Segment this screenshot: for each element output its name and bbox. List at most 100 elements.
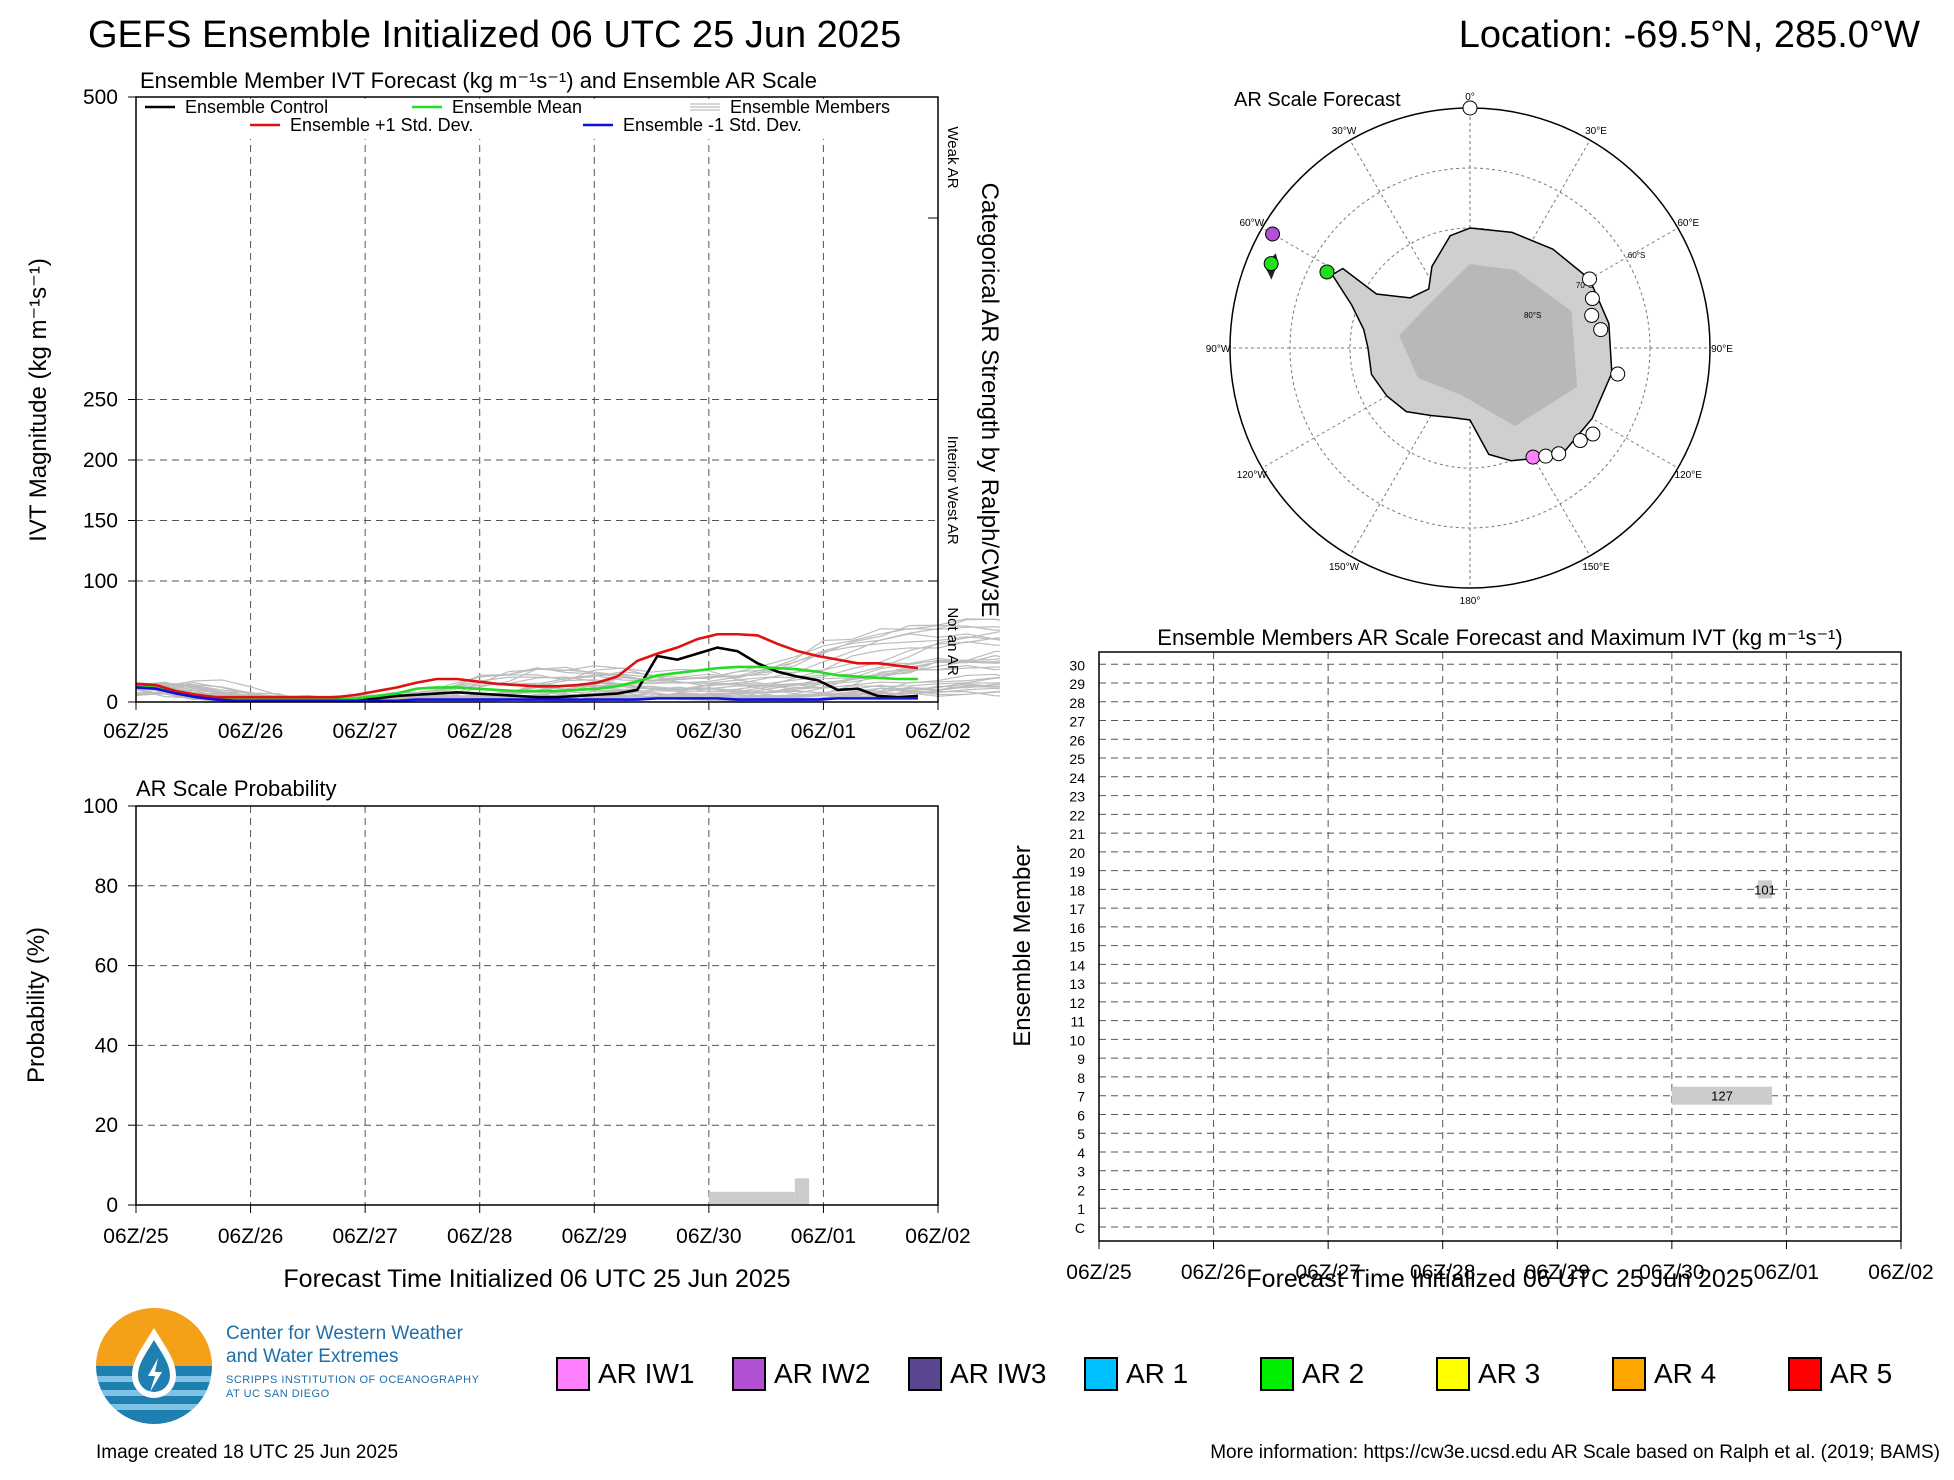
members-xtick-label: 06Z/01 bbox=[1754, 1261, 1819, 1284]
legend-item: AR 5 bbox=[1788, 1354, 1892, 1394]
probability-bar bbox=[794, 1178, 810, 1205]
probability-ytick-label: 100 bbox=[83, 795, 118, 818]
ivt-xtick-label: 06Z/29 bbox=[562, 720, 627, 743]
probability-ytick-label: 40 bbox=[95, 1034, 118, 1057]
members-ytick-label: 10 bbox=[1069, 1032, 1085, 1048]
ivt-chart: 06Z/25 06Z/26 06Z/27 06Z/28 06Z/29 06Z/30 06Z/… bbox=[25, 70, 1000, 743]
probability-bars bbox=[708, 1178, 810, 1205]
probability-xtick-label: 06Z/27 bbox=[332, 1225, 397, 1248]
ivt-series-plus_std bbox=[135, 632, 919, 699]
map-marker bbox=[1263, 256, 1279, 272]
legend-swatch bbox=[1084, 1357, 1118, 1391]
legend-item: AR 2 bbox=[1260, 1354, 1364, 1394]
members-ytick-label: 16 bbox=[1069, 920, 1085, 936]
ivt-xtick-label: 06Z/26 bbox=[218, 720, 283, 743]
map-labels: 0° 30°E 60°E 90°E 120°E 150°E 180° 150°W 120°W 90… bbox=[1206, 92, 1734, 607]
ivt-scale-band-label: Not an AR bbox=[944, 607, 961, 676]
map-marker bbox=[1584, 307, 1600, 323]
map-marker bbox=[1582, 271, 1598, 287]
map-lat-label: 60°S bbox=[1628, 251, 1645, 260]
legend-label: AR 2 bbox=[1302, 1358, 1365, 1389]
ivt-ytick-label: 500 bbox=[83, 86, 118, 109]
ivt-ytick-label: 200 bbox=[83, 449, 118, 472]
ivt-legend-label: Ensemble +1 Std. Dev. bbox=[290, 115, 473, 135]
members-ylabel: Ensemble Member bbox=[1009, 845, 1036, 1046]
map-marker bbox=[1319, 264, 1335, 280]
members-ytick-label: C bbox=[1075, 1220, 1085, 1236]
members-event-bar bbox=[1757, 880, 1773, 899]
members-title: Ensemble Members AR Scale Forecast and M… bbox=[1157, 625, 1842, 650]
members-ytick-label: 2 bbox=[1077, 1182, 1085, 1198]
members-plot-frame bbox=[1098, 651, 1902, 1242]
members-ytick-label: 3 bbox=[1077, 1164, 1085, 1180]
ivt-right-label: Categorical AR Strength by Ralph/CW3E bbox=[976, 183, 1000, 618]
probability-xtick-label: 06Z/25 bbox=[103, 1225, 168, 1248]
location-label: Location: -69.5°N, 285.0°W bbox=[1458, 14, 1920, 56]
ivt-legend-label: Ensemble Mean bbox=[452, 97, 582, 117]
probability-xtick-label: 06Z/01 bbox=[791, 1225, 856, 1248]
ivt-ylabel: IVT Magnitude (kg m⁻¹s⁻¹) bbox=[25, 258, 52, 542]
members-grid bbox=[1099, 652, 1901, 1241]
members-xlabel: Forecast Time Initialized 06 UTC 25 Jun … bbox=[1246, 1265, 1753, 1293]
map-lon-label: 150°W bbox=[1329, 562, 1360, 573]
members-ytick-label: 1 bbox=[1077, 1201, 1085, 1217]
probability-xtick-label: 06Z/28 bbox=[447, 1225, 512, 1248]
members-xtick-label: 06Z/27 bbox=[1295, 1261, 1360, 1284]
members-ytick-label: 29 bbox=[1069, 676, 1085, 692]
legend-item: AR 4 bbox=[1612, 1354, 1716, 1394]
ivt-plot-frame bbox=[135, 96, 939, 703]
members-ytick-label: 13 bbox=[1069, 976, 1085, 992]
members-ytick-label: 11 bbox=[1070, 1014, 1085, 1030]
probability-xlabel: Forecast Time Initialized 06 UTC 25 Jun … bbox=[283, 1265, 790, 1293]
members-ytick-label: 27 bbox=[1069, 714, 1085, 730]
map-interior-shade bbox=[1399, 264, 1578, 426]
members-xtick-label: 06Z/29 bbox=[1525, 1261, 1590, 1284]
legend-label: AR 3 bbox=[1478, 1358, 1541, 1389]
ivt-ytick-label: 150 bbox=[83, 510, 118, 533]
ivt-xtick-label: 06Z/27 bbox=[332, 720, 397, 743]
probability-title: AR Scale Probability bbox=[136, 776, 337, 801]
ivt-ytick-label: 100 bbox=[83, 570, 118, 593]
members-ytick-label: 18 bbox=[1069, 882, 1085, 898]
ivt-series-minus_std bbox=[135, 686, 918, 703]
members-event-label: 127 bbox=[1711, 1089, 1733, 1104]
legend-label: AR IW2 bbox=[774, 1358, 871, 1389]
image-created-label: Image created 18 UTC 25 Jun 2025 bbox=[96, 1442, 399, 1463]
probability-grid bbox=[136, 806, 938, 1205]
ar-scale-map: AR Scale Forecast 0° 30°E 60°E 90°E 120°E 150… bbox=[1206, 89, 1734, 607]
map-lon-label: 120°W bbox=[1237, 470, 1268, 481]
map-marker bbox=[1551, 446, 1567, 462]
ivt-xtick-label: 06Z/25 bbox=[103, 720, 168, 743]
legend-swatch bbox=[1260, 1357, 1294, 1391]
legend-label: AR IW1 bbox=[598, 1358, 695, 1389]
legend-item: AR IW3 bbox=[908, 1354, 1046, 1394]
page-title: GEFS Ensemble Initialized 06 UTC 25 Jun … bbox=[88, 14, 902, 56]
members-ytick-label: 30 bbox=[1069, 657, 1085, 673]
map-antarctica bbox=[1264, 227, 1613, 462]
members-events: 127 101 bbox=[1671, 880, 1776, 1105]
legend-label: AR 1 bbox=[1126, 1358, 1189, 1389]
members-ytick-label: 17 bbox=[1069, 901, 1085, 917]
map-lon-label: 60°E bbox=[1677, 218, 1699, 229]
probability-ytick-label: 0 bbox=[106, 1194, 118, 1217]
map-lat-label: 70°S bbox=[1576, 281, 1593, 290]
members-xtick-label: 06Z/02 bbox=[1868, 1261, 1933, 1284]
ivt-legend: Ensemble Control Ensemble Mean Ensemble Me… bbox=[138, 97, 936, 139]
probability-xtick-label: 06Z/29 bbox=[562, 1225, 627, 1248]
legend-item: AR 3 bbox=[1436, 1354, 1540, 1394]
ivt-xtick-label: 06Z/01 bbox=[791, 720, 856, 743]
members-xtick-label: 06Z/30 bbox=[1639, 1261, 1704, 1284]
map-meridian bbox=[1349, 347, 1471, 557]
legend-swatch bbox=[1788, 1357, 1822, 1391]
ivt-title: Ensemble Member IVT Forecast (kg m⁻¹s⁻¹)… bbox=[140, 70, 817, 93]
legend-label: AR IW3 bbox=[950, 1358, 1047, 1389]
probability-ylabel: Probability (%) bbox=[23, 927, 50, 1083]
probability-xtick-label: 06Z/30 bbox=[676, 1225, 741, 1248]
members-ytick-label: 26 bbox=[1069, 732, 1085, 748]
members-event-bar bbox=[1671, 1086, 1773, 1105]
map-lon-label: 0° bbox=[1465, 92, 1475, 103]
logo-line-4: AT UC SAN DIEGO bbox=[226, 1388, 330, 1400]
legend-swatch bbox=[1436, 1357, 1470, 1391]
map-marker bbox=[1538, 448, 1554, 464]
ivt-ytick-label: 250 bbox=[83, 389, 118, 412]
